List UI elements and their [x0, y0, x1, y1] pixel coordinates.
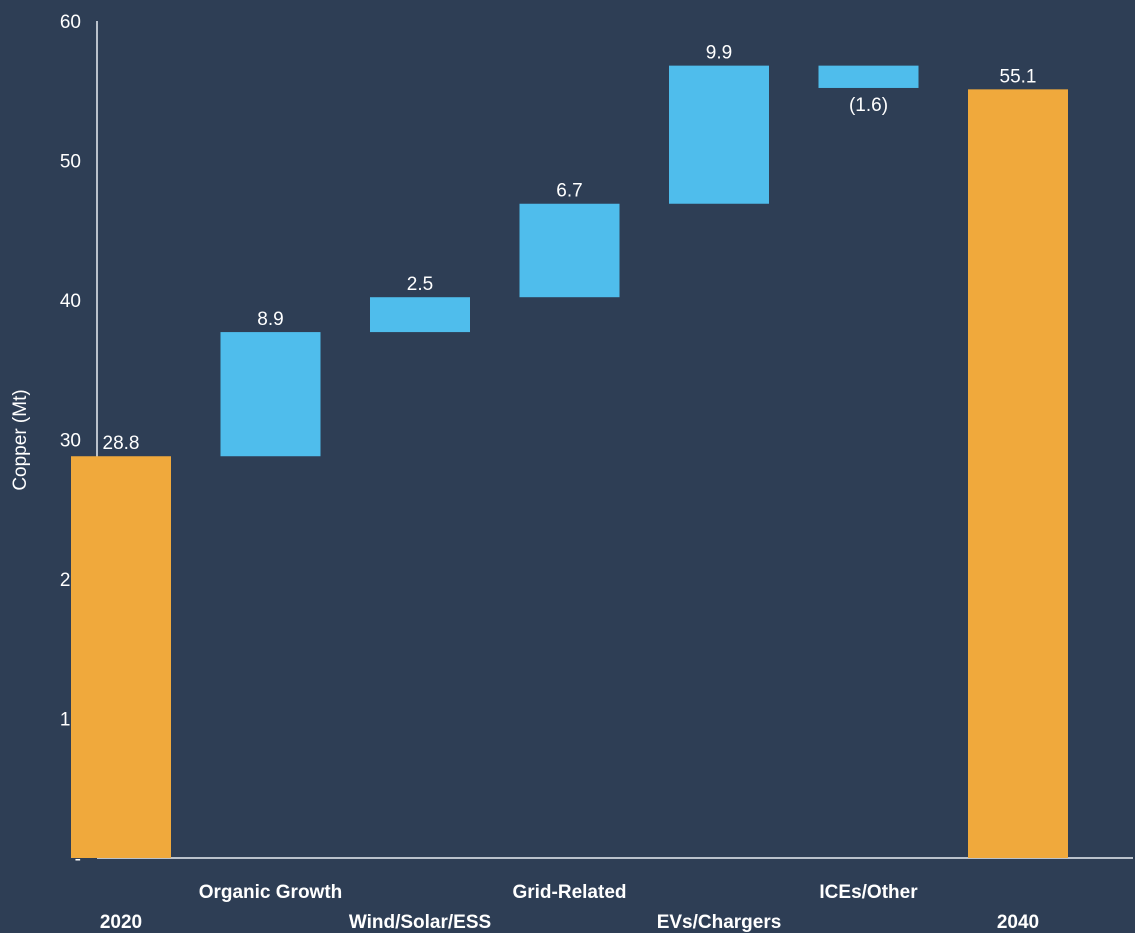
x-category-label: 2040: [997, 912, 1039, 933]
y-tick-label: 30: [60, 431, 81, 452]
y-tick-label: -: [75, 849, 81, 870]
x-category-label: EVs/Chargers: [657, 912, 782, 933]
y-tick-label: 60: [60, 12, 81, 33]
y-tick-label: 50: [60, 152, 81, 173]
y-axis-title: Copper (Mt): [10, 389, 31, 490]
total-bar: [71, 456, 171, 858]
data-label: 8.9: [257, 309, 283, 330]
delta-bar: [818, 65, 919, 88]
y-tick-label: 40: [60, 291, 81, 312]
x-category-label: Wind/Solar/ESS: [349, 912, 491, 933]
total-bar: [968, 89, 1068, 859]
delta-bar: [669, 65, 769, 204]
data-label: 55.1: [1000, 66, 1037, 87]
x-category-label: 2020: [100, 912, 142, 933]
data-label: 28.8: [103, 433, 140, 454]
delta-bar: [220, 332, 321, 457]
delta-bar: [519, 203, 620, 298]
x-category-label: ICEs/Other: [819, 882, 918, 903]
x-category-label: Organic Growth: [199, 882, 343, 903]
x-category-label: Grid-Related: [512, 882, 626, 903]
data-label: 6.7: [556, 181, 582, 202]
data-label: 9.9: [706, 43, 732, 64]
delta-bar: [370, 297, 470, 333]
data-label: 2.5: [407, 274, 433, 295]
data-label: (1.6): [849, 95, 888, 116]
